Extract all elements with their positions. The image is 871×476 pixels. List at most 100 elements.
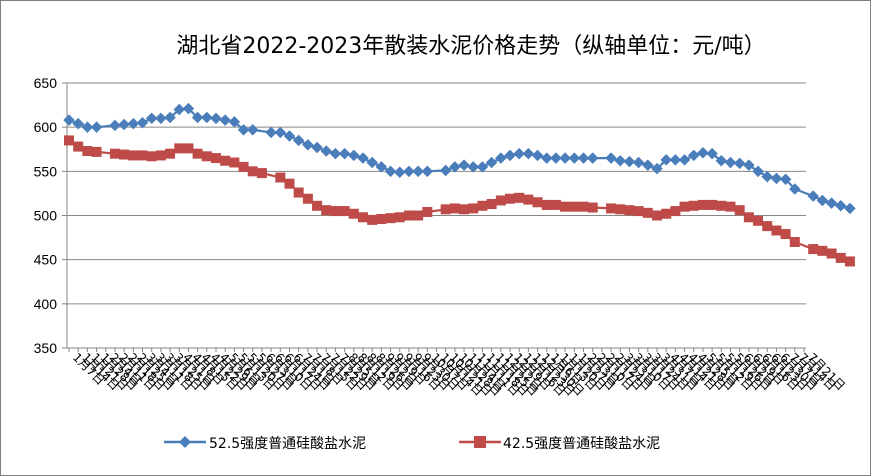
- data-point: [219, 114, 232, 126]
- data-point: [367, 214, 378, 225]
- data-point: [284, 178, 295, 189]
- data-point: [228, 116, 241, 128]
- data-point: [651, 162, 663, 175]
- data-point: [762, 221, 773, 232]
- data-point: [605, 152, 617, 164]
- data-point: [550, 152, 562, 164]
- data-point: [256, 168, 267, 179]
- data-point: [513, 147, 526, 160]
- data-point: [302, 138, 314, 151]
- data-point: [174, 143, 185, 154]
- data-point: [817, 245, 828, 256]
- data-point: [779, 173, 792, 186]
- data-point: [91, 146, 102, 157]
- data-point: [788, 183, 801, 195]
- data-point: [486, 199, 497, 210]
- data-point: [312, 200, 323, 211]
- data-point: [247, 166, 258, 177]
- data-point: [339, 206, 350, 217]
- data-point: [494, 152, 507, 164]
- data-point: [652, 210, 662, 221]
- data-point: [771, 225, 782, 236]
- data-point: [550, 199, 561, 210]
- legend-swatch-marker: [179, 436, 191, 448]
- data-point: [348, 208, 359, 219]
- data-point: [384, 165, 397, 178]
- data-point: [413, 210, 424, 221]
- data-point: [522, 147, 535, 160]
- data-point: [715, 154, 728, 167]
- data-point: [808, 244, 819, 255]
- data-point: [468, 203, 479, 214]
- data-point: [145, 112, 158, 125]
- data-point: [697, 146, 709, 159]
- data-point: [485, 156, 498, 169]
- data-point: [514, 192, 525, 203]
- data-point: [64, 135, 74, 146]
- data-point: [687, 149, 700, 162]
- data-point: [560, 201, 571, 212]
- data-point: [734, 205, 745, 216]
- data-point: [834, 199, 847, 212]
- data-point: [146, 151, 157, 162]
- data-point: [706, 147, 718, 160]
- data-point: [182, 102, 195, 115]
- data-point: [743, 212, 754, 223]
- data-point: [155, 112, 167, 125]
- chart-title: 湖北省2022-2023年散装水泥价格走势（纵轴单位：元/吨）: [176, 34, 765, 59]
- data-point: [752, 165, 764, 178]
- data-point: [458, 159, 470, 172]
- data-point: [183, 143, 194, 154]
- data-point: [669, 153, 682, 166]
- y-tick-label: 350: [34, 340, 58, 356]
- data-point: [439, 164, 452, 177]
- data-point: [826, 248, 837, 259]
- data-point: [541, 199, 552, 210]
- y-tick-label: 650: [34, 75, 58, 91]
- data-point: [477, 200, 488, 211]
- data-point: [780, 229, 791, 240]
- legend-label: 42.5强度普通硅酸盐水泥: [503, 436, 660, 452]
- data-point: [679, 201, 690, 212]
- data-point: [192, 148, 203, 159]
- data-point: [237, 123, 250, 136]
- data-point: [173, 103, 186, 116]
- data-point: [320, 145, 333, 157]
- y-tick-label: 500: [34, 208, 58, 224]
- data-point: [707, 199, 718, 210]
- data-point: [229, 157, 240, 168]
- data-point: [504, 149, 516, 162]
- data-point: [624, 205, 635, 216]
- data-point: [403, 165, 415, 178]
- data-point: [366, 156, 379, 169]
- data-point: [210, 112, 222, 125]
- data-point: [376, 214, 387, 225]
- data-point: [743, 159, 755, 172]
- data-point: [109, 119, 121, 132]
- data-point: [211, 153, 221, 164]
- data-point: [338, 147, 351, 160]
- series-2: [64, 135, 855, 267]
- data-point: [109, 148, 120, 159]
- data-point: [63, 114, 75, 126]
- data-point: [302, 193, 313, 204]
- data-point: [375, 161, 388, 173]
- data-point: [733, 157, 746, 170]
- data-point: [164, 111, 176, 124]
- data-point: [385, 213, 396, 224]
- data-point: [127, 117, 140, 130]
- data-point: [403, 210, 414, 221]
- data-point: [459, 204, 470, 215]
- series-line: [68, 107, 851, 210]
- data-point: [449, 203, 460, 214]
- data-point: [118, 118, 130, 131]
- data-point: [422, 206, 433, 217]
- data-point: [128, 150, 139, 161]
- data-point: [265, 126, 277, 139]
- data-point: [835, 252, 846, 263]
- data-point: [274, 126, 287, 139]
- data-point: [421, 165, 434, 178]
- legend-item: 42.5强度普通硅酸盐水泥: [459, 436, 660, 452]
